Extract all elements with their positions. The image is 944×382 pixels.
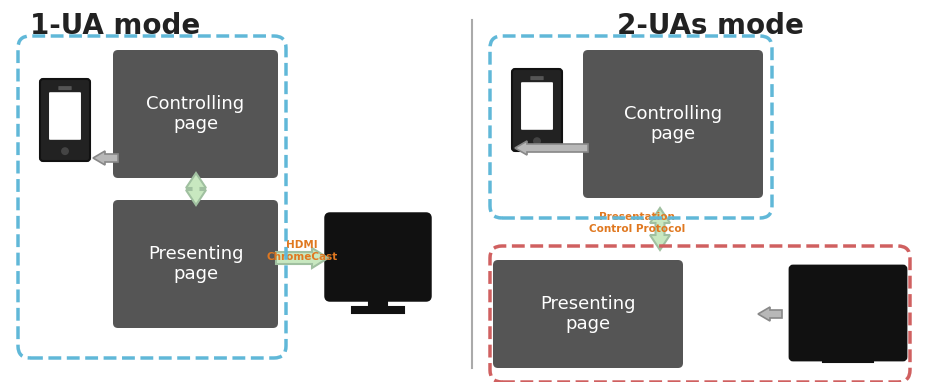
Bar — [351, 307, 404, 313]
Text: Controlling
page: Controlling page — [623, 105, 721, 143]
Bar — [369, 296, 386, 307]
FancyBboxPatch shape — [59, 86, 72, 90]
FancyBboxPatch shape — [520, 82, 552, 130]
Polygon shape — [649, 208, 669, 250]
FancyBboxPatch shape — [493, 260, 683, 368]
FancyBboxPatch shape — [49, 92, 81, 140]
FancyBboxPatch shape — [530, 76, 543, 80]
FancyBboxPatch shape — [326, 214, 430, 300]
Polygon shape — [839, 299, 867, 327]
FancyBboxPatch shape — [113, 200, 278, 328]
Bar — [822, 357, 872, 362]
Text: Presenting
page: Presenting page — [147, 244, 243, 283]
Text: Presenting
page: Presenting page — [540, 295, 635, 333]
Polygon shape — [370, 244, 396, 270]
Circle shape — [532, 137, 540, 145]
Polygon shape — [757, 307, 782, 321]
FancyBboxPatch shape — [512, 69, 562, 151]
Circle shape — [61, 147, 69, 155]
Polygon shape — [186, 173, 206, 205]
Text: Controlling
page: Controlling page — [146, 95, 244, 133]
FancyBboxPatch shape — [113, 50, 278, 178]
FancyBboxPatch shape — [40, 79, 90, 161]
Text: Presentation
Control Protocol: Presentation Control Protocol — [588, 212, 684, 234]
FancyBboxPatch shape — [582, 50, 762, 198]
Text: 2-UAs mode: 2-UAs mode — [615, 12, 802, 40]
Polygon shape — [276, 248, 328, 268]
FancyBboxPatch shape — [789, 266, 905, 360]
Text: 1-UA mode: 1-UA mode — [30, 12, 200, 40]
Text: HDMI
ChromeCast: HDMI ChromeCast — [266, 240, 337, 262]
Polygon shape — [93, 151, 118, 165]
Polygon shape — [514, 141, 587, 155]
